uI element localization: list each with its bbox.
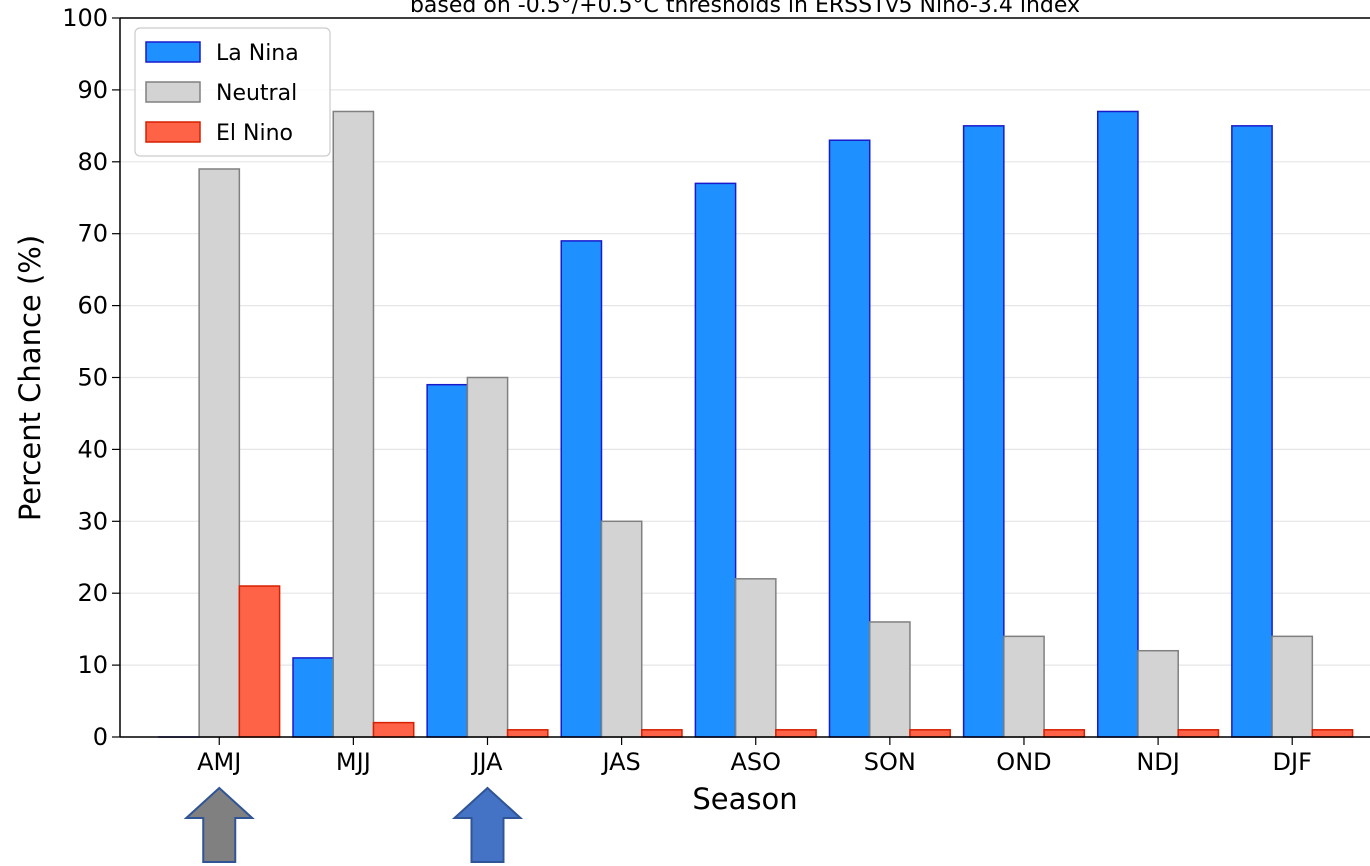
x-tick-label: OND (996, 748, 1051, 776)
bar-la-nina-son (828, 139, 871, 738)
bar-neutral-son (868, 621, 911, 738)
bar-neutral-ond (1003, 635, 1045, 738)
bar-el-nino-ond (1043, 729, 1086, 738)
legend-label: La Nina (216, 41, 299, 66)
bar-la-nina-mjj (292, 657, 335, 738)
x-tick-label: DJF (1273, 748, 1312, 776)
bar-neutral-mjj (332, 110, 375, 738)
bar-la-nina-ndj (1096, 110, 1139, 738)
bar-neutral-amj (198, 168, 241, 738)
y-tick-label: 40 (77, 435, 108, 463)
y-tick-label: 100 (62, 4, 108, 32)
bar-el-nino-amj (238, 585, 281, 738)
bar-neutral-aso (734, 578, 777, 738)
chart-title: based on -0.5°/+0.5°C thresholds in ERSS… (410, 0, 1080, 18)
y-ticks: 0 10 20 30 40 50 60 70 80 90 100 (62, 4, 120, 751)
y-tick-label: 50 (77, 364, 108, 392)
y-axis-label: Percent Chance (%) (13, 235, 47, 521)
legend-label: El Nino (216, 121, 293, 146)
legend-label: Neutral (216, 81, 297, 106)
x-tick-label: NDJ (1136, 748, 1180, 776)
y-tick-label: 80 (77, 148, 108, 176)
y-tick-label: 10 (77, 651, 108, 679)
x-tick-label: ASO (730, 748, 781, 776)
bar-el-nino-mjj (372, 721, 415, 738)
x-ticks: AMJ MJJ JJA JAS ASO SON OND NDJ DJF (197, 737, 1312, 776)
bar-la-nina-jas (560, 240, 603, 738)
y-tick-label: 20 (77, 579, 108, 607)
legend-swatch (145, 121, 201, 143)
y-tick-label: 30 (77, 507, 108, 535)
up-arrow-icon (451, 786, 524, 863)
bar-el-nino-djf (1311, 729, 1354, 738)
bar-neutral-ndj (1137, 649, 1179, 738)
y-tick-label: 70 (77, 220, 108, 248)
bar-neutral-djf (1271, 635, 1314, 738)
bar-la-nina-jja (426, 383, 469, 738)
legend-swatch (145, 41, 201, 63)
y-tick-label: 90 (77, 76, 108, 104)
y-tick-label: 60 (77, 292, 108, 320)
bars (158, 110, 1354, 738)
bar-el-nino-jas (640, 729, 683, 738)
bar-el-nino-son (909, 729, 951, 738)
annotation-arrows (183, 786, 524, 863)
x-tick-label: AMJ (197, 748, 241, 776)
bar-el-nino-ndj (1177, 729, 1220, 738)
x-tick-label: JJA (470, 748, 503, 776)
bar-el-nino-aso (775, 729, 817, 738)
x-tick-label: MJJ (336, 748, 371, 776)
bar-la-nina-ond (962, 125, 1005, 738)
x-tick-label: SON (864, 748, 916, 776)
bar-la-nina-djf (1231, 125, 1273, 738)
y-tick-label: 0 (93, 723, 108, 751)
legend-swatch (145, 81, 201, 103)
bar-la-nina-aso (694, 182, 737, 738)
bar-el-nino-jja (506, 729, 549, 738)
x-axis-label: Season (692, 782, 797, 816)
bar-neutral-jja (466, 376, 509, 738)
bar-neutral-jas (600, 520, 643, 738)
x-tick-label: JAS (600, 748, 640, 776)
legend: La Nina Neutral El Nino (134, 27, 331, 157)
up-arrow-icon (183, 786, 255, 863)
